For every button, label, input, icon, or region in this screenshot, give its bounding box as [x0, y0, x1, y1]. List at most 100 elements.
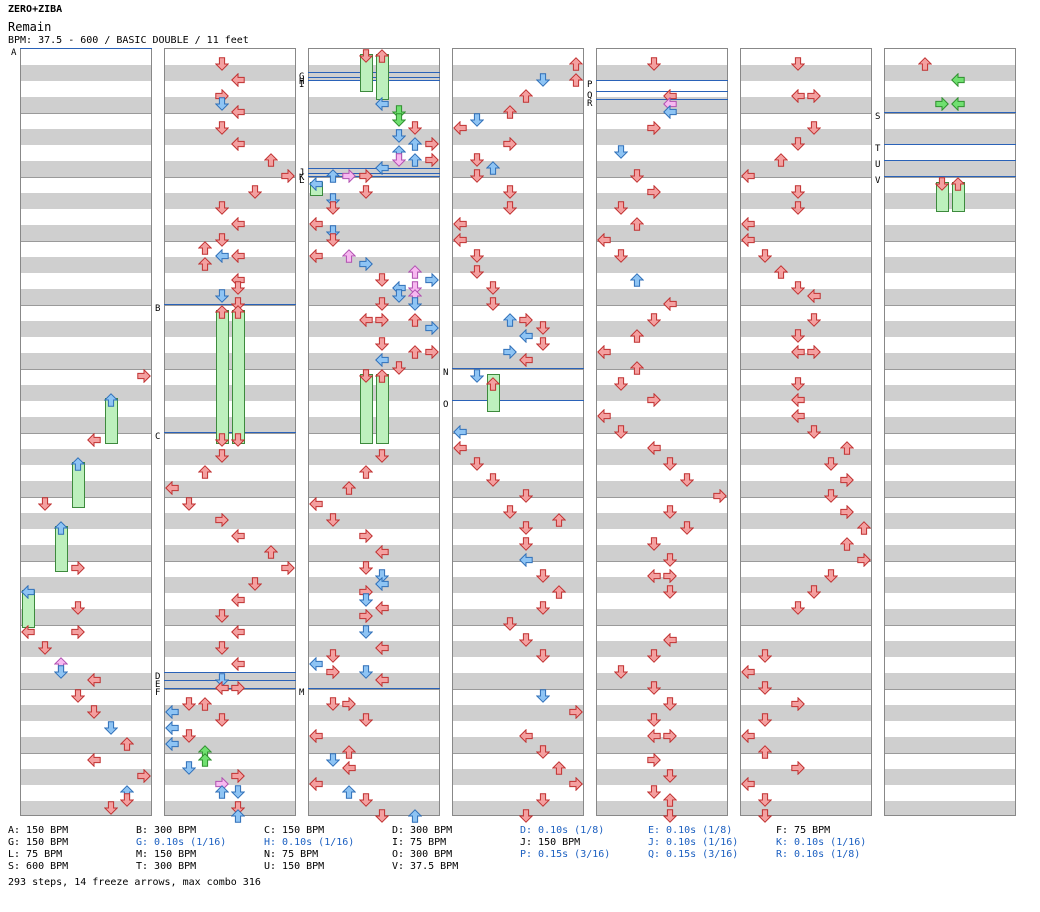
bpm-change-line	[596, 80, 728, 81]
red-down-arrow-icon	[646, 57, 661, 71]
red-up-arrow-icon	[840, 441, 854, 455]
red-up-arrow-icon	[375, 49, 389, 63]
red-right-arrow-icon	[342, 697, 356, 711]
legend-entry: R: 0.10s (1/8)	[776, 849, 861, 860]
red-down-arrow-icon	[70, 689, 85, 703]
measure-line	[597, 625, 727, 626]
blue-down-arrow-icon	[103, 721, 118, 735]
red-left-arrow-icon	[309, 729, 323, 743]
red-left-arrow-icon	[597, 345, 611, 359]
red-left-arrow-icon	[375, 673, 389, 687]
blue-left-arrow-icon	[21, 585, 35, 599]
red-down-arrow-icon	[358, 185, 373, 199]
red-up-arrow-icon	[342, 745, 356, 759]
red-down-arrow-icon	[646, 537, 661, 551]
red-down-arrow-icon	[679, 473, 694, 487]
blue-up-arrow-icon	[231, 809, 245, 823]
legend-entry: P: 0.15s (3/16)	[520, 849, 611, 860]
measure-line	[597, 241, 727, 242]
red-down-arrow-icon	[823, 489, 838, 503]
red-down-arrow-icon	[663, 809, 677, 823]
red-left-arrow-icon	[231, 217, 245, 231]
red-down-arrow-icon	[535, 793, 550, 807]
red-up-arrow-icon	[408, 345, 422, 359]
measure-line	[309, 625, 439, 626]
red-down-arrow-icon	[519, 633, 533, 647]
measure-line	[885, 497, 1015, 498]
measure-line	[885, 305, 1015, 306]
red-down-arrow-icon	[646, 681, 661, 695]
red-left-arrow-icon	[375, 545, 389, 559]
blue-left-arrow-icon	[375, 353, 389, 367]
red-up-arrow-icon	[342, 481, 356, 495]
legend-entry: C: 150 BPM	[264, 825, 325, 836]
red-down-arrow-icon	[469, 249, 484, 263]
green-up-arrow-icon	[198, 753, 212, 767]
red-right-arrow-icon	[325, 665, 340, 679]
red-up-arrow-icon	[663, 793, 677, 807]
blue-down-arrow-icon	[408, 297, 422, 311]
red-right-arrow-icon	[790, 761, 805, 775]
blue-down-arrow-icon	[54, 665, 68, 679]
red-left-arrow-icon	[741, 729, 755, 743]
red-down-arrow-icon	[469, 153, 484, 167]
red-up-arrow-icon	[408, 313, 422, 327]
legend-entry: T: 300 BPM	[136, 861, 197, 872]
blue-up-arrow-icon	[325, 169, 340, 183]
red-down-arrow-icon	[358, 369, 373, 383]
bpm-change-label: B	[155, 304, 161, 314]
freeze-arrow-body	[215, 310, 229, 444]
blue-up-arrow-icon	[408, 153, 422, 167]
red-left-arrow-icon	[646, 729, 661, 743]
measure-line	[453, 497, 583, 498]
red-down-arrow-icon	[535, 745, 550, 759]
measure-line	[741, 113, 871, 114]
red-down-arrow-icon	[120, 793, 134, 807]
blue-down-arrow-icon	[535, 73, 550, 87]
red-right-arrow-icon	[712, 489, 727, 503]
red-up-arrow-icon	[552, 585, 566, 599]
blue-left-arrow-icon	[165, 705, 179, 719]
red-down-arrow-icon	[790, 329, 805, 343]
measure-line	[741, 561, 871, 562]
blue-left-arrow-icon	[309, 657, 323, 671]
red-left-arrow-icon	[231, 625, 245, 639]
measure-line	[453, 113, 583, 114]
red-down-arrow-icon	[469, 457, 484, 471]
red-down-arrow-icon	[519, 537, 533, 551]
red-right-arrow-icon	[663, 569, 677, 583]
red-up-arrow-icon	[519, 89, 533, 103]
red-down-arrow-icon	[646, 313, 661, 327]
blue-up-arrow-icon	[486, 161, 500, 175]
red-left-arrow-icon	[214, 681, 229, 695]
measure-line	[453, 753, 583, 754]
bpm-change-line	[164, 672, 296, 673]
measure-line	[165, 561, 295, 562]
measure-line	[21, 625, 151, 626]
red-down-arrow-icon	[535, 649, 550, 663]
bpm-change-line	[164, 432, 296, 433]
red-up-arrow-icon	[231, 305, 245, 319]
red-down-arrow-icon	[181, 697, 196, 711]
red-down-arrow-icon	[519, 489, 533, 503]
red-down-arrow-icon	[757, 649, 772, 663]
red-left-arrow-icon	[87, 673, 101, 687]
red-down-arrow-icon	[37, 641, 52, 655]
red-right-arrow-icon	[646, 393, 661, 407]
red-down-arrow-icon	[214, 201, 229, 215]
blue-left-arrow-icon	[165, 737, 179, 751]
blue-down-arrow-icon	[214, 673, 229, 687]
red-up-arrow-icon	[757, 745, 772, 759]
measure-line	[165, 689, 295, 690]
red-left-arrow-icon	[342, 761, 356, 775]
red-right-arrow-icon	[424, 153, 439, 167]
red-right-arrow-icon	[568, 705, 583, 719]
red-left-arrow-icon	[231, 249, 245, 263]
legend-entry: M: 150 BPM	[136, 849, 197, 860]
red-down-arrow-icon	[757, 249, 772, 263]
red-up-arrow-icon	[502, 105, 517, 119]
red-left-arrow-icon	[375, 641, 389, 655]
green-down-arrow-icon	[391, 105, 406, 119]
blue-down-arrow-icon	[535, 689, 550, 703]
legend-entry: V: 37.5 BPM	[392, 861, 459, 872]
